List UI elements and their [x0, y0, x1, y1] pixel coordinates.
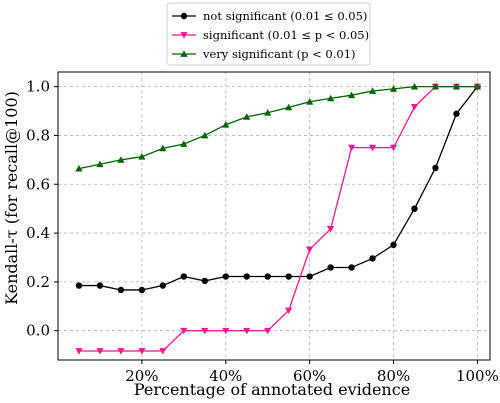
legend-label: significant (0.01 ≤ p < 0.05): [203, 28, 369, 42]
series-group: [75, 83, 482, 355]
series-line: [78, 85, 478, 352]
series-layer: [75, 83, 482, 355]
data-point: [410, 83, 419, 90]
data-point: [264, 327, 272, 335]
data-point: [306, 273, 313, 280]
legend: not significant (0.01 ≤ 0.05) significant…: [166, 2, 371, 66]
data-point: [327, 226, 335, 233]
data-point: [222, 327, 230, 335]
data-point: [180, 273, 188, 280]
data-point: [159, 282, 167, 289]
data-point: [264, 273, 271, 280]
data-point: [75, 282, 83, 289]
data-point: [327, 264, 334, 271]
data-point: [117, 156, 125, 163]
data-point: [222, 121, 230, 128]
grid: [58, 72, 490, 360]
data-point: [327, 94, 335, 102]
y-tick-label: 0.0: [26, 322, 50, 340]
data-point: [285, 103, 293, 111]
x-tick-label: 100%: [456, 367, 499, 385]
legend-marker: [180, 50, 188, 57]
data-point: [96, 282, 104, 289]
data-point: [348, 264, 355, 271]
x-axis-ticks: 20% 40% 60% 80% 100%: [125, 360, 499, 385]
y-axis-ticks: 0.0 0.2 0.4 0.6 0.8 1.0: [26, 78, 58, 340]
legend-marker: [180, 32, 188, 39]
y-tick-label: 0.2: [26, 273, 50, 291]
data-point: [368, 87, 377, 94]
data-point: [243, 273, 250, 280]
y-tick-label: 1.0: [26, 78, 50, 96]
y-tick-label: 0.6: [26, 175, 50, 193]
data-point: [201, 327, 209, 335]
data-point: [431, 83, 440, 90]
data-point: [117, 348, 125, 355]
data-point: [389, 144, 398, 152]
legend-label: very significant (p < 0.01): [202, 47, 356, 61]
x-tick-label: 80%: [377, 367, 410, 385]
data-point: [410, 104, 419, 111]
data-point: [432, 164, 439, 172]
series-line: [78, 86, 478, 291]
data-point: [285, 307, 293, 315]
x-tick-label: 40%: [209, 367, 242, 385]
data-point: [159, 348, 167, 355]
y-tick-label: 0.8: [26, 126, 50, 144]
data-point: [389, 85, 398, 92]
data-point: [369, 255, 376, 262]
data-point: [285, 273, 292, 280]
data-point: [96, 160, 104, 168]
data-point: [180, 327, 188, 335]
legend-item: significant (0.01 ≤ p < 0.05): [172, 28, 369, 42]
data-point: [222, 273, 229, 280]
data-point: [243, 327, 251, 335]
legend-marker: [180, 12, 188, 20]
data-point: [306, 98, 314, 105]
data-point: [306, 246, 314, 254]
data-point: [411, 205, 418, 212]
data-point: [347, 144, 356, 152]
data-point: [138, 348, 146, 355]
data-point: [453, 110, 460, 117]
data-point: [75, 348, 83, 355]
data-point: [138, 153, 146, 160]
data-point: [96, 348, 104, 355]
data-point: [201, 131, 209, 139]
data-point: [264, 109, 272, 116]
data-point: [243, 113, 251, 120]
legend-item: very significant (p < 0.01): [172, 47, 356, 61]
data-point: [159, 144, 167, 152]
legend-label: not significant (0.01 ≤ 0.05): [203, 9, 367, 23]
data-point: [390, 241, 397, 248]
data-point: [368, 144, 377, 152]
data-point: [138, 286, 146, 294]
y-axis-label: Kendall-τ (for recall@100): [2, 91, 21, 305]
x-axis-label: Percentage of annotated evidence: [134, 380, 410, 399]
plot-frame: [57, 71, 491, 361]
series-group: [75, 83, 481, 294]
data-point: [347, 91, 356, 99]
data-point: [180, 140, 188, 147]
series-group: [75, 83, 482, 172]
series-line: [78, 85, 478, 170]
data-point: [473, 83, 482, 90]
legend-box: [166, 2, 371, 66]
data-point: [452, 83, 461, 90]
x-tick-label: 60%: [293, 367, 326, 385]
x-tick-label: 20%: [125, 367, 158, 385]
legend-item: not significant (0.01 ≤ 0.05): [172, 9, 367, 23]
data-point: [201, 277, 208, 285]
data-point: [117, 286, 125, 294]
y-tick-label: 0.4: [26, 224, 50, 242]
data-point: [75, 165, 83, 172]
